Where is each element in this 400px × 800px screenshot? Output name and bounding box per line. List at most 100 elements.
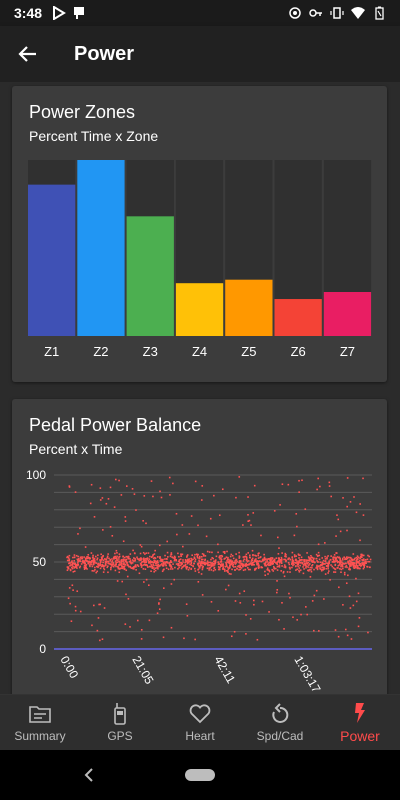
balance-point <box>223 552 226 554</box>
nav-heart[interactable]: Heart <box>160 695 240 750</box>
content-scroll[interactable]: Power Zones Percent Time x Zone Z1 Z2 Z3 Z4… <box>0 82 400 694</box>
balance-point <box>227 584 230 587</box>
back-button[interactable] <box>0 26 56 82</box>
balance-point <box>93 557 96 560</box>
balance-point <box>333 571 335 573</box>
balance-point <box>225 588 227 591</box>
balance-point <box>284 555 286 558</box>
balance-point <box>150 556 153 558</box>
balance-point <box>197 553 199 556</box>
balance-point <box>320 564 323 567</box>
balance-point <box>347 560 349 563</box>
balance-point <box>176 533 178 536</box>
balance-point <box>251 559 254 562</box>
balance-point <box>363 559 365 562</box>
nav-speed-cadence[interactable]: Spd/Cad <box>240 695 320 750</box>
balance-point <box>162 565 165 567</box>
balance-point <box>200 558 203 561</box>
balance-point <box>356 558 358 561</box>
balance-point <box>321 557 323 559</box>
balance-point <box>354 565 357 568</box>
system-back-button[interactable] <box>78 764 100 786</box>
balance-point <box>271 563 274 565</box>
balance-point <box>107 562 110 565</box>
balance-point <box>73 554 76 556</box>
zone-bar-z3 <box>126 216 174 336</box>
balance-point <box>113 506 116 508</box>
balance-point <box>351 563 354 565</box>
balance-point <box>170 561 173 564</box>
nav-power[interactable]: Power <box>320 695 400 750</box>
balance-point <box>343 571 346 574</box>
balance-point <box>307 569 309 572</box>
balance-point <box>328 560 330 562</box>
balance-point <box>243 556 246 558</box>
balance-point <box>134 557 136 560</box>
balance-point <box>280 570 283 572</box>
balance-point <box>285 559 288 562</box>
balance-point <box>263 559 265 562</box>
card-title: Pedal Power Balance <box>29 415 202 435</box>
balance-point <box>129 553 132 555</box>
zone-tick-label: Z5 <box>241 344 256 359</box>
balance-point <box>106 555 109 558</box>
balance-point <box>319 561 322 563</box>
balance-point <box>150 564 152 566</box>
balance-point <box>142 568 145 570</box>
balance-point <box>270 559 273 561</box>
balance-point <box>87 557 90 559</box>
balance-point <box>106 556 109 559</box>
balance-point <box>332 567 335 569</box>
system-home-button[interactable] <box>185 769 215 781</box>
balance-point <box>126 575 129 578</box>
nav-gps[interactable]: GPS <box>80 695 160 750</box>
balance-point <box>233 630 236 633</box>
balance-point <box>243 563 245 566</box>
balance-point <box>231 555 234 557</box>
balance-point <box>339 560 342 563</box>
balance-point <box>285 560 287 563</box>
balance-point <box>231 565 234 567</box>
balance-point <box>173 578 176 581</box>
balance-point <box>123 556 126 559</box>
nav-summary[interactable]: Summary <box>0 695 80 750</box>
balance-point <box>91 624 93 627</box>
balance-point <box>173 555 176 558</box>
balance-point <box>169 561 171 564</box>
app-bar: Power <box>0 26 400 82</box>
balance-point <box>68 554 71 557</box>
balance-point <box>163 587 165 589</box>
balance-point <box>194 560 196 562</box>
balance-point <box>125 558 128 561</box>
heart-icon <box>189 704 211 724</box>
balance-point <box>143 495 146 497</box>
balance-point <box>213 562 215 565</box>
balance-point <box>234 563 237 565</box>
balance-point <box>127 564 129 567</box>
balance-point <box>292 564 294 567</box>
balance-point <box>243 558 245 561</box>
balance-point <box>77 559 79 562</box>
balance-point <box>155 560 157 563</box>
balance-point <box>308 564 310 566</box>
balance-point <box>367 631 369 634</box>
balance-point <box>347 562 349 564</box>
balance-point <box>327 572 329 574</box>
balance-point <box>295 562 297 564</box>
balance-point <box>222 551 225 553</box>
balance-point <box>280 559 283 562</box>
balance-point <box>92 558 95 560</box>
balance-point <box>223 568 225 570</box>
nav-label: Summary <box>14 729 66 743</box>
balance-point <box>87 553 90 556</box>
balance-point <box>69 602 71 605</box>
balance-point <box>280 556 283 559</box>
balance-point <box>350 565 352 567</box>
balance-point <box>313 568 315 571</box>
balance-point <box>338 561 341 564</box>
balance-point <box>99 563 101 566</box>
balance-point <box>161 570 164 573</box>
balance-point <box>257 567 260 570</box>
balance-point <box>173 559 176 562</box>
balance-point <box>154 567 157 569</box>
